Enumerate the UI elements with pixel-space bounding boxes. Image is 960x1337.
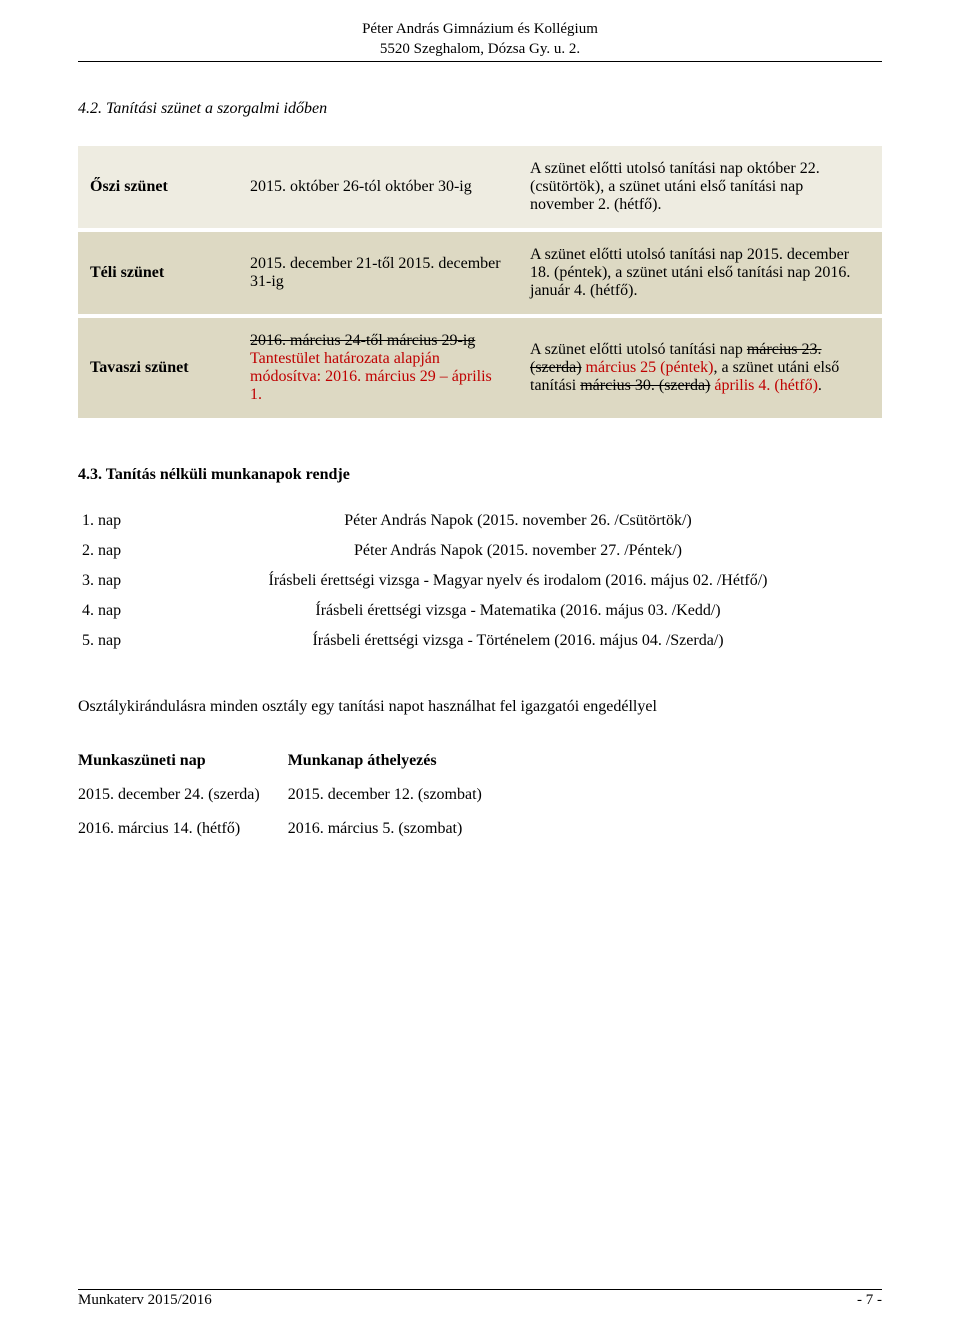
header-line-1: Péter András Gimnázium és Kollégium [78, 20, 882, 40]
period-strike: 2016. március 24-től március 29-ig [250, 332, 475, 349]
table-row: 2. nap Péter András Napok (2015. novembe… [78, 536, 882, 566]
table-header-row: Munkaszüneti nap Munkanap áthelyezés [78, 746, 510, 780]
break-desc: A szünet előtti utolsó tanítási nap októ… [518, 146, 882, 228]
day-num: 4. nap [78, 596, 154, 626]
break-period: 2015. december 21-től 2015. december 31-… [238, 232, 518, 314]
period-updated: Tantestület határozata alapján módosítva… [250, 350, 492, 403]
day-desc: Péter András Napok (2015. november 26. /… [154, 506, 882, 536]
break-period: 2015. október 26-tól október 30-ig [238, 146, 518, 228]
page: Péter András Gimnázium és Kollégium 5520… [0, 0, 960, 868]
day-num: 3. nap [78, 566, 154, 596]
shift-col1-header: Munkaszüneti nap [78, 746, 288, 780]
footer-row: Munkaterv 2015/2016 - 7 - [78, 1292, 882, 1309]
table-row: 5. nap Írásbeli érettségi vizsga - Törté… [78, 626, 882, 656]
break-label: Téli szünet [78, 232, 238, 314]
day-desc: Írásbeli érettségi vizsga - Történelem (… [154, 626, 882, 656]
shift-cell: 2016. március 5. (szombat) [288, 814, 510, 848]
table-row: Tavaszi szünet 2016. március 24-től márc… [78, 318, 882, 418]
footer-right: - 7 - [857, 1292, 882, 1309]
footer-left: Munkaterv 2015/2016 [78, 1292, 212, 1309]
day-num: 2. nap [78, 536, 154, 566]
table-row: Őszi szünet 2015. október 26-tól október… [78, 146, 882, 228]
table-row: 4. nap Írásbeli érettségi vizsga - Matem… [78, 596, 882, 626]
note-text: Osztálykirándulásra minden osztály egy t… [78, 698, 882, 716]
page-footer: Munkaterv 2015/2016 - 7 - [78, 1289, 882, 1309]
doc-header: Péter András Gimnázium és Kollégium 5520… [78, 20, 882, 59]
shift-col2-header: Munkanap áthelyezés [288, 746, 510, 780]
desc-part: A szünet előtti utolsó tanítási nap [530, 341, 747, 358]
break-label: Tavaszi szünet [78, 318, 238, 418]
desc-red: április 4. (hétfő) [710, 377, 818, 394]
header-line-2: 5520 Szeghalom, Dózsa Gy. u. 2. [78, 40, 882, 60]
break-desc: A szünet előtti utolsó tanítási nap 2015… [518, 232, 882, 314]
header-rule [78, 61, 882, 62]
table-row: 2015. december 24. (szerda) 2015. decemb… [78, 780, 510, 814]
shift-cell: 2016. március 14. (hétfő) [78, 814, 288, 848]
table-row: 3. nap Írásbeli érettségi vizsga - Magya… [78, 566, 882, 596]
day-desc: Írásbeli érettségi vizsga - Magyar nyelv… [154, 566, 882, 596]
break-desc: A szünet előtti utolsó tanítási nap márc… [518, 318, 882, 418]
desc-part: . [818, 377, 822, 394]
day-desc: Írásbeli érettségi vizsga - Matematika (… [154, 596, 882, 626]
footer-rule [78, 1289, 882, 1290]
shift-cell: 2015. december 24. (szerda) [78, 780, 288, 814]
table-row: 1. nap Péter András Napok (2015. novembe… [78, 506, 882, 536]
day-num: 5. nap [78, 626, 154, 656]
breaks-table: Őszi szünet 2015. október 26-tól október… [78, 142, 882, 422]
section-4-3-title: 4.3. Tanítás nélküli munkanapok rendje [78, 466, 882, 484]
shift-cell: 2015. december 12. (szombat) [288, 780, 510, 814]
days-table: 1. nap Péter András Napok (2015. novembe… [78, 506, 882, 656]
day-num: 1. nap [78, 506, 154, 536]
section-4-2-title: 4.2. Tanítási szünet a szorgalmi időben [78, 100, 882, 118]
table-row: 2016. március 14. (hétfő) 2016. március … [78, 814, 510, 848]
desc-red: március 25 (péntek) [582, 359, 714, 376]
break-label: Őszi szünet [78, 146, 238, 228]
table-row: Téli szünet 2015. december 21-től 2015. … [78, 232, 882, 314]
break-period: 2016. március 24-től március 29-ig Tante… [238, 318, 518, 418]
desc-strike: március 30. (szerda) [580, 377, 710, 394]
day-desc: Péter András Napok (2015. november 27. /… [154, 536, 882, 566]
shift-table: Munkaszüneti nap Munkanap áthelyezés 201… [78, 746, 510, 848]
